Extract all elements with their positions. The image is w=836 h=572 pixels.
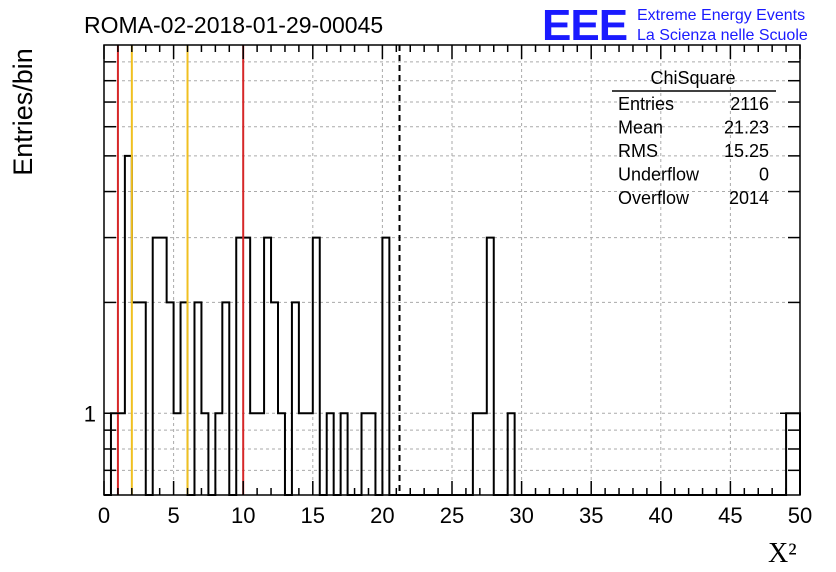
stats-label: Mean xyxy=(618,118,663,138)
histogram-bin xyxy=(215,413,222,495)
histogram-bin xyxy=(793,413,800,495)
histogram-bin xyxy=(250,413,257,495)
histogram-bin xyxy=(222,302,229,495)
x-tick-label: 10 xyxy=(231,503,255,528)
stats-title: ChiSquare xyxy=(650,68,735,88)
stats-label: Underflow xyxy=(618,165,700,185)
y-axis-ticks: 1 xyxy=(84,61,800,472)
histogram-bin xyxy=(368,413,375,495)
x-tick-label: 0 xyxy=(98,503,110,528)
histogram-bin xyxy=(139,302,146,495)
x-tick-label: 35 xyxy=(579,503,603,528)
stats-rows: Entries 2116 Mean 21.23 RMS 15.25 Underflow 0 Ov… xyxy=(618,94,769,208)
logo-line-1: Extreme Energy Events xyxy=(637,7,805,24)
histogram-bin xyxy=(292,302,299,495)
x-axis-ticks: 0 5 10 15 20 25 30 35 40 45 50 xyxy=(98,45,812,528)
x-tick-label: 30 xyxy=(509,503,533,528)
histogram-bin xyxy=(306,413,313,495)
stats-box: ChiSquare Entries 2116 Mean 21.23 RMS 15.25 Un… xyxy=(612,68,776,208)
y-axis-label: Entries/bin xyxy=(8,48,38,176)
logo-mark: EEE xyxy=(542,1,627,50)
histogram-bin xyxy=(174,413,181,495)
histogram-bin xyxy=(257,413,264,495)
histogram-bin xyxy=(271,302,278,495)
histogram-bin xyxy=(236,238,243,495)
histogram-bin xyxy=(327,413,334,495)
stats-label: RMS xyxy=(618,141,658,161)
histogram-bin xyxy=(153,238,160,495)
stats-value: 21.23 xyxy=(724,118,769,138)
histogram-bin xyxy=(786,413,793,495)
eee-logo: EEE Extreme Energy Events La Scienza nel… xyxy=(542,1,808,50)
histogram-bin xyxy=(382,238,389,495)
histogram-bin xyxy=(362,413,369,495)
histogram-bin xyxy=(473,413,480,495)
stats-value: 15.25 xyxy=(724,141,769,161)
histogram-bin xyxy=(480,413,487,495)
reference-lines xyxy=(116,45,401,495)
stats-label: Entries xyxy=(618,94,674,114)
histogram-bin xyxy=(341,413,348,495)
histogram-bin xyxy=(508,413,515,495)
stats-value: 2014 xyxy=(729,188,769,208)
histogram-bin xyxy=(160,238,167,495)
x-tick-label: 20 xyxy=(370,503,394,528)
histogram-bin xyxy=(278,413,285,495)
histogram-bin xyxy=(299,413,306,495)
x-tick-label: 45 xyxy=(718,503,742,528)
histogram-bin xyxy=(167,302,174,495)
x-tick-label: 50 xyxy=(788,503,812,528)
histogram-bin xyxy=(111,413,118,495)
stats-value: 0 xyxy=(759,165,769,185)
x-tick-label: 5 xyxy=(167,503,179,528)
histogram-bin xyxy=(118,413,125,495)
histogram-bin xyxy=(125,156,132,495)
histogram-bin xyxy=(132,302,139,495)
x-tick-label: 40 xyxy=(649,503,673,528)
stats-value: 2116 xyxy=(730,94,769,114)
histogram-bin xyxy=(181,302,188,495)
x-tick-label: 25 xyxy=(440,503,464,528)
histogram-bin xyxy=(243,238,250,495)
stats-label: Overflow xyxy=(618,188,690,208)
histogram-bin xyxy=(201,413,208,495)
x-tick-label: 15 xyxy=(301,503,325,528)
y-tick-label: 1 xyxy=(84,401,96,426)
histogram-bin xyxy=(487,238,494,495)
histogram-bin xyxy=(313,238,320,495)
histogram-bin xyxy=(194,302,201,495)
x-axis-label: X² xyxy=(768,538,797,569)
logo-line-2: La Scienza nelle Scuole xyxy=(637,27,808,44)
chart-title: ROMA-02-2018-01-29-00045 xyxy=(84,12,383,38)
histogram-bin xyxy=(264,238,271,495)
histogram-bars xyxy=(104,154,801,496)
